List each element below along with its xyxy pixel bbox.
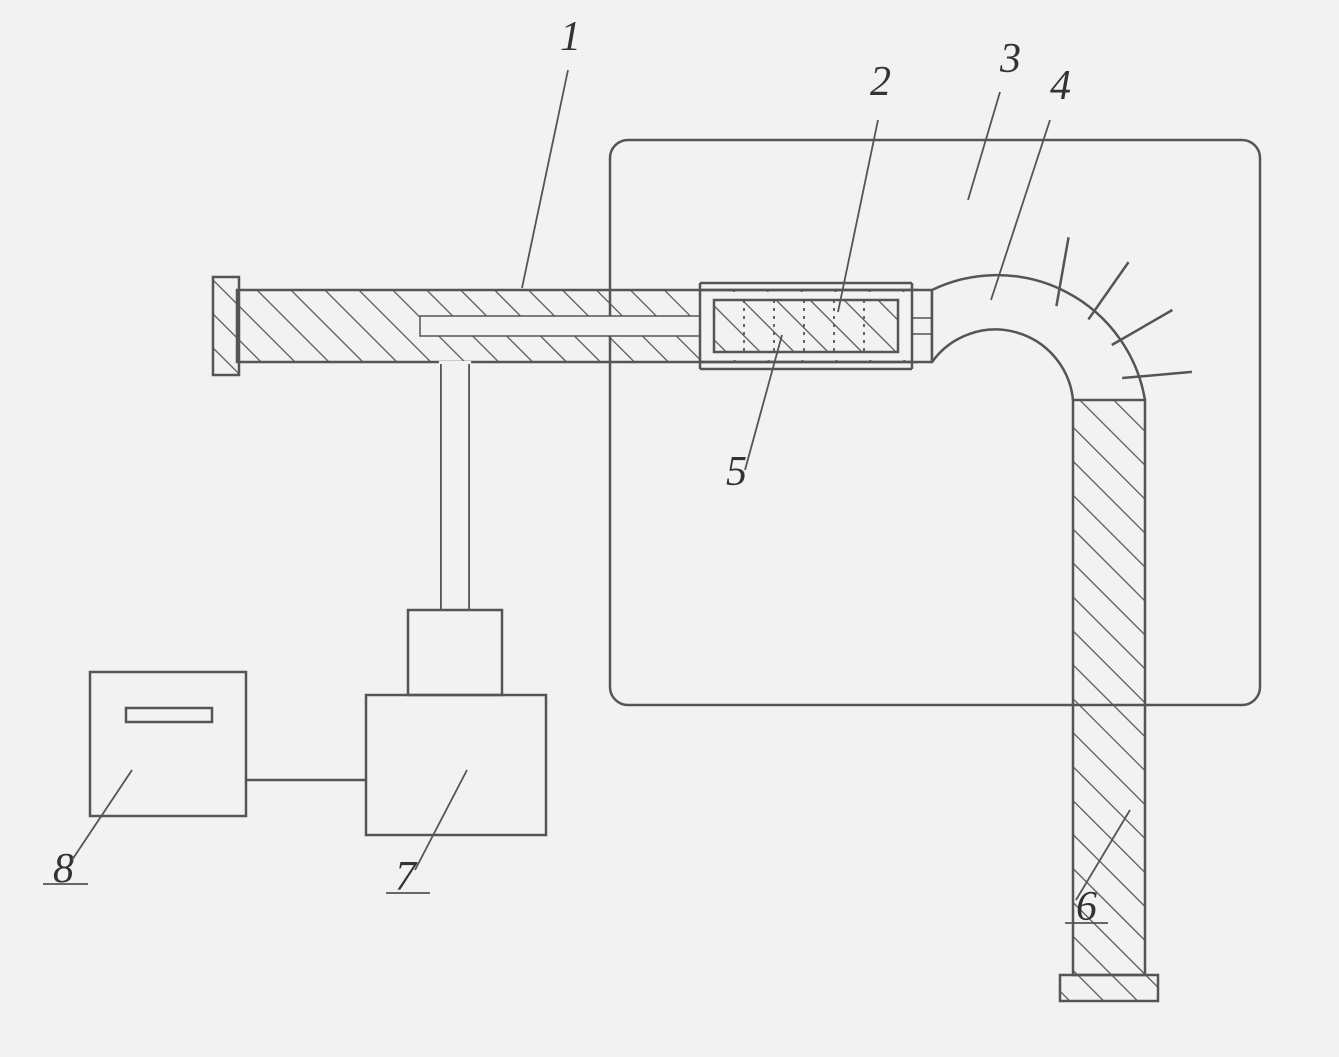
elbow-fill xyxy=(932,275,1145,400)
label-l3: 3 xyxy=(999,36,1021,82)
enclosure-box xyxy=(610,140,1260,705)
elbow-segment xyxy=(1112,310,1173,345)
bottom-mount xyxy=(1060,975,1158,1001)
box-8-slot xyxy=(126,708,212,722)
label-l4: 4 xyxy=(1050,63,1071,109)
label-l2: 2 xyxy=(870,59,891,105)
box-8 xyxy=(90,672,246,816)
label-l8: 8 xyxy=(53,846,74,892)
left-mount xyxy=(213,277,239,375)
leader-l1 xyxy=(522,70,568,288)
wire-channel xyxy=(420,316,700,336)
connector-block xyxy=(912,290,932,362)
inner-core-hatch xyxy=(714,300,898,352)
leader-l3 xyxy=(968,92,1000,200)
label-l1: 1 xyxy=(560,14,581,60)
elbow-segment xyxy=(1088,262,1128,319)
box-7-top xyxy=(408,610,502,695)
leader-l7 xyxy=(415,770,467,870)
label-l5: 5 xyxy=(726,449,747,495)
box-7 xyxy=(366,695,546,835)
leader-l4 xyxy=(991,120,1050,300)
